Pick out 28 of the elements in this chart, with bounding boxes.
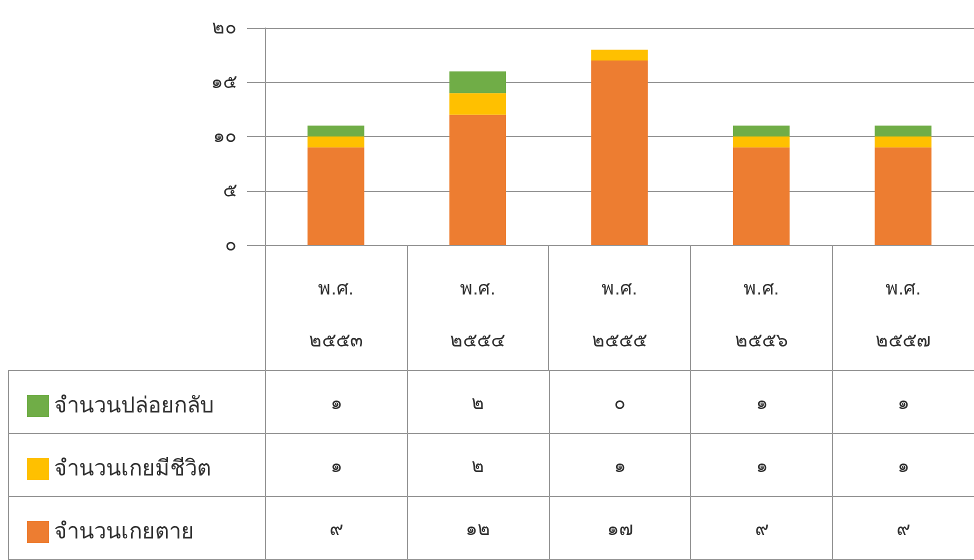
legend-label: จำนวนเกยตาย [54,520,194,544]
y-tick-label: ๑๕ [211,72,237,93]
legend-label: จำนวนเกยมีชีวิต [54,456,211,482]
legend-label: จำนวนปล่อยกลับ [54,394,214,418]
data-label: ๑ [832,370,974,434]
data-label: ๙ [265,496,408,560]
category-label: พ.ศ. ๒๕๕๖ [734,278,788,352]
data-label: ๐ [548,370,692,434]
y-tick-label: ๒๐ [212,18,237,38]
data-label: ๑ [548,433,692,497]
category-label: พ.ศ. ๒๕๕๗ [876,278,931,352]
data-label: ๒ [406,370,550,434]
y-tick-label: ๐ [225,234,237,256]
data-label: ๑ [690,370,834,434]
y-tick-label: ๑๐ [213,126,237,147]
category-label: พ.ศ. ๒๕๕๓ [308,278,363,352]
data-label: ๑ [690,433,834,497]
category-label: พ.ศ. ๒๕๕๔ [450,278,506,352]
data-label: ๙ [690,496,834,560]
data-label: ๑ [265,370,408,434]
data-label: ๑๒ [406,496,550,560]
data-label: ๑ [265,433,408,497]
data-label: ๙ [832,496,974,560]
data-label: ๑๗ [548,496,692,560]
data-label: ๒ [406,433,550,497]
data-label: ๑ [832,433,974,497]
category-label: พ.ศ. ๒๕๕๕ [592,278,647,352]
y-tick-label: ๕ [223,180,237,202]
